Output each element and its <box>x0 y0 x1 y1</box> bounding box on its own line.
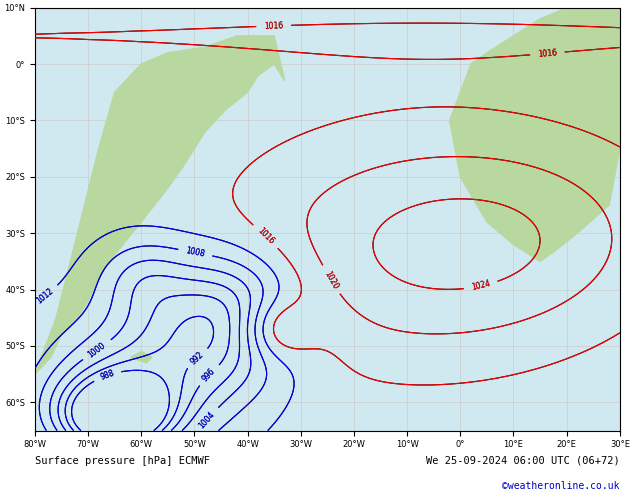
Text: 1016: 1016 <box>264 21 283 31</box>
Polygon shape <box>35 36 285 374</box>
Text: 996: 996 <box>201 367 217 384</box>
Text: ©weatheronline.co.uk: ©weatheronline.co.uk <box>502 481 620 490</box>
Text: Surface pressure [hPa] ECMWF: Surface pressure [hPa] ECMWF <box>35 456 210 466</box>
Text: We 25-09-2024 06:00 UTC (06+72): We 25-09-2024 06:00 UTC (06+72) <box>426 456 620 466</box>
Text: 1000: 1000 <box>87 341 108 359</box>
Text: 1008: 1008 <box>185 246 205 259</box>
Text: 1000: 1000 <box>87 341 108 359</box>
Text: 1008: 1008 <box>185 246 205 259</box>
Text: 1004: 1004 <box>197 410 217 430</box>
Text: 992: 992 <box>189 350 205 367</box>
Text: 992: 992 <box>189 350 205 367</box>
Text: 1016: 1016 <box>256 226 276 246</box>
Text: 1020: 1020 <box>322 269 340 290</box>
Text: 1024: 1024 <box>470 279 491 293</box>
Text: 1024: 1024 <box>470 279 491 293</box>
Text: 1016: 1016 <box>538 48 557 59</box>
Text: 988: 988 <box>99 369 115 382</box>
Text: 1004: 1004 <box>197 410 217 430</box>
Text: 1016: 1016 <box>264 21 283 31</box>
Text: 1016: 1016 <box>538 48 557 59</box>
Text: 1016: 1016 <box>256 226 276 246</box>
Text: 1012: 1012 <box>34 287 55 306</box>
Text: 988: 988 <box>99 369 115 382</box>
Text: 996: 996 <box>201 367 217 384</box>
Polygon shape <box>450 8 620 261</box>
Text: 1012: 1012 <box>34 287 55 306</box>
Text: 1020: 1020 <box>322 269 340 290</box>
Polygon shape <box>131 352 152 363</box>
